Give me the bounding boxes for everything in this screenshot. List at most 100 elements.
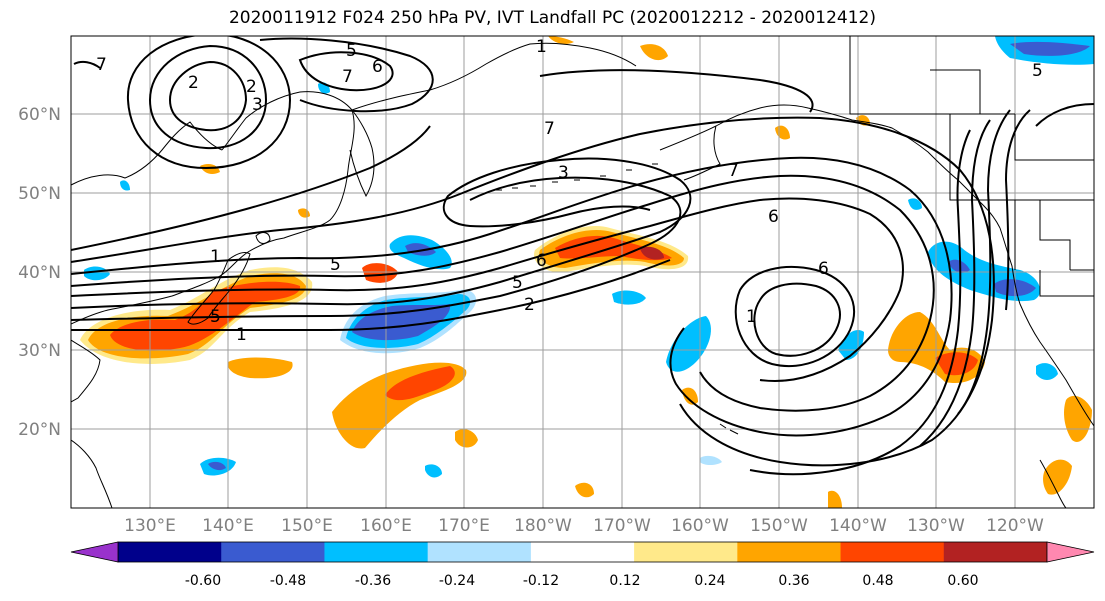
colorbar-tick: 0.12 [609,573,640,589]
contour-label: 6 [372,57,383,77]
pv-contour-line [957,109,1011,415]
contour-label: 5 [1032,61,1043,81]
positive-anomaly-region [640,246,664,260]
pv-contour-line [71,116,995,467]
contour-label: 7 [96,55,107,75]
colorbar-tick: 0.24 [694,573,725,589]
contour-label: 1 [236,325,247,345]
colorbar-swatch [118,542,222,562]
pv-contour-line [71,157,692,309]
positive-anomaly-region [385,366,455,401]
negative-anomaly-region [908,198,922,210]
asia-coastline [71,91,355,325]
colorbar-tick-labels: -0.60 -0.48 -0.36 -0.24 -0.12 0.12 0.24 … [185,573,979,589]
lon-label: 130°W [907,516,965,536]
lon-label: 160°W [671,516,729,536]
lon-label: 170°E [438,516,490,536]
positive-anomaly-region [682,387,698,405]
contour-label: 3 [558,163,569,183]
lat-label: 30°N [18,341,61,361]
pv-contour-line [753,282,841,357]
pv-contour-line [71,156,953,437]
contour-label: 2 [524,295,535,315]
colorbar-swatch [221,542,325,562]
lon-label: 140°E [202,516,254,536]
contour-label: 5 [330,255,341,275]
positive-anomaly-region [828,490,842,508]
negative-anomaly-region [612,290,646,305]
negative-anomaly-region [425,464,442,478]
lon-label: 180°W [514,516,572,536]
colorbar-swatch [427,542,532,562]
pv-contour-line [73,60,101,69]
colorbar-tick: -0.12 [523,573,559,589]
positive-anomaly-region [1043,459,1072,495]
pv-contour-line [71,197,904,382]
negative-anomaly-region [948,259,970,273]
lat-label: 60°N [18,105,61,125]
negative-anomaly-region [1036,363,1058,380]
asia-coastline [71,339,101,403]
lon-label: 130°E [124,516,176,536]
pv-contour-line [71,125,431,251]
colorbar-tick: 0.48 [862,573,893,589]
contour-labels: 1 2 3 5 6 7 5 6 7 1 2 5 6 7 1 2 3 5 6 1 … [96,37,1043,345]
contour-label: 5 [512,273,523,293]
pv-contour-line [71,174,935,412]
map-frame [70,35,1095,509]
lon-label: 160°E [360,516,412,536]
pv-contour-line [1004,109,1031,311]
positive-anomaly-region [298,208,310,218]
contour-label: 2 [246,77,257,97]
contour-label: 1 [536,37,547,57]
colorbar-tick: -0.36 [355,573,391,589]
hawaii-islands [719,423,739,435]
asia-coastline [71,439,113,508]
lon-label: 150°E [281,516,333,536]
negative-anomaly-region [208,461,226,471]
gridlines [71,36,1094,508]
contour-label: 7 [728,161,739,181]
colorbar-tick: 0.60 [947,573,978,589]
positive-anomaly-region [575,482,594,498]
contour-label: 3 [252,95,263,115]
positive-anomaly-region [227,357,293,379]
lon-label: 140°W [829,516,887,536]
contour-label: 6 [768,207,779,227]
colorbar-swatch [634,542,738,562]
pv-contour-line [126,36,292,170]
lat-label: 40°N [18,263,61,283]
negative-anomaly-region [700,455,722,465]
colorbar-swatch [943,542,1048,562]
positive-anomaly-region [362,263,398,283]
contour-label: 6 [536,251,547,271]
aleutian-islands [496,163,658,191]
pv-contour-line [539,69,814,113]
colorbar-swatches [117,541,1048,563]
contour-label: 1 [746,307,757,327]
positive-anomaly-region [640,44,668,61]
alaska-coastline [683,125,721,181]
pv-contour-line [259,37,434,113]
kamchatka-coastline [349,109,375,198]
map-title: 2020011912 F024 250 hPa PV, IVT Landfall… [228,8,876,28]
canada-provinces [930,69,1094,161]
colorbar-swatch [840,542,945,562]
positive-anomaly-region [200,164,220,174]
negative-anomaly-region [84,266,110,281]
pv-contour-line [148,44,268,150]
colorbar-tick: -0.24 [439,573,475,589]
canada-us-border [849,36,1094,201]
colorbar-swatch [324,542,429,562]
lat-label: 20°N [18,420,61,440]
pv-contour-line [1035,103,1094,127]
japan-coastline [255,232,271,244]
pv-contours [71,36,1094,476]
colorbar-tick: -0.60 [185,573,221,589]
negative-anomaly-region [120,180,130,191]
lon-label: 120°W [986,516,1044,536]
contour-label: 1 [210,247,221,267]
pv-contour-line [71,176,682,321]
colorbar-tick: -0.48 [270,573,306,589]
